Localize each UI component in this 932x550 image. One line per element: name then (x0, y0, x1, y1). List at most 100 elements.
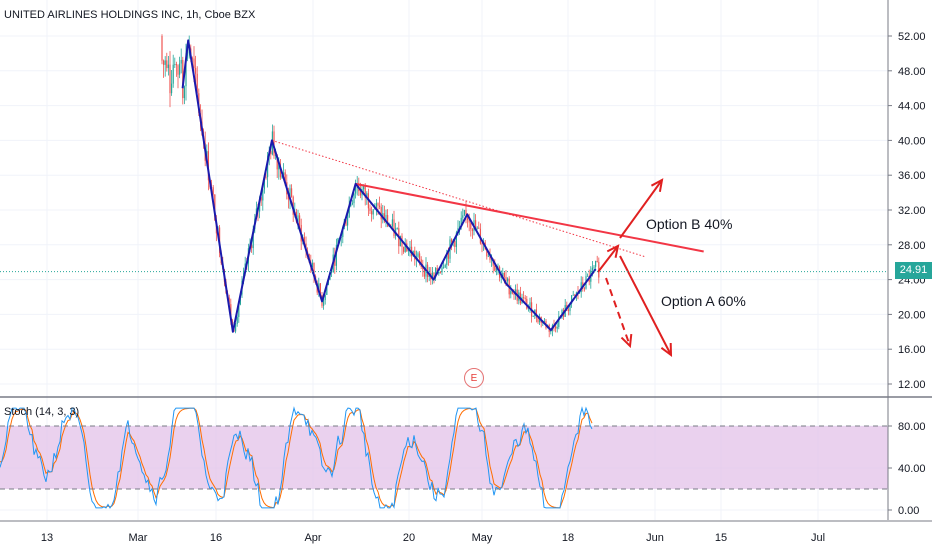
candle-body (377, 203, 379, 206)
x-tick-label: 16 (210, 532, 222, 544)
candle-body (276, 154, 278, 170)
candle-body (238, 304, 240, 317)
candle-body (185, 53, 187, 87)
candle-body (166, 60, 168, 69)
candle-body (212, 187, 214, 195)
candle-body (446, 252, 448, 265)
x-tick-label: Apr (304, 532, 321, 544)
candle-body (383, 213, 385, 222)
arrow-dashed-down-shaft (605, 277, 631, 347)
candle-body (372, 209, 374, 215)
resistance-trend-line (355, 182, 704, 253)
y-tick-label: 16.00 (898, 344, 926, 356)
candle-body (273, 131, 275, 156)
candle-body (593, 266, 595, 268)
candle-body (419, 253, 421, 260)
candle-body (351, 203, 353, 205)
candle-body (379, 205, 381, 207)
stoch-k-line (0, 406, 593, 509)
candle-body (177, 65, 179, 75)
candle-body (574, 294, 576, 296)
y-tick-label: 44.00 (898, 101, 926, 113)
y-tick-label: 28.00 (898, 240, 926, 252)
arrow-to-breakout-head (606, 244, 620, 258)
candle-body (265, 176, 267, 178)
arrow-dashed-down-head (620, 333, 633, 349)
candle-body (281, 175, 283, 178)
candle-body (487, 256, 489, 258)
candle-body (380, 206, 382, 220)
candle-body (353, 193, 355, 204)
candle-body (455, 232, 457, 247)
candle-body (460, 217, 462, 227)
candle-body (387, 215, 389, 227)
candle-body (404, 243, 406, 252)
candle-body (463, 209, 465, 216)
candle-body (441, 267, 443, 273)
x-tick-label: May (472, 532, 493, 544)
candle-body (391, 219, 393, 227)
candle-body (263, 176, 265, 190)
candle-body (471, 229, 473, 232)
candle-body (571, 295, 573, 304)
arrow-option-a-shaft (619, 255, 672, 356)
candle-body (558, 316, 560, 328)
candle-body (167, 64, 169, 69)
candle-body (164, 60, 166, 65)
candle-body (175, 64, 177, 66)
x-tick-label: 15 (715, 532, 727, 544)
candle-body (299, 215, 301, 225)
y-tick-label: 12.00 (898, 379, 926, 391)
candle-body (369, 208, 371, 212)
candle-body (183, 86, 185, 99)
candle-body (396, 228, 398, 229)
x-tick-label: Mar (129, 532, 148, 544)
last-price-tag: 24.91 (895, 262, 932, 279)
x-tick-label: 13 (41, 532, 53, 544)
candle-body (491, 259, 493, 261)
candle-body (572, 294, 574, 296)
candle-body (513, 293, 515, 295)
candle-body (313, 262, 315, 277)
arrow-to-breakout (597, 244, 620, 273)
candle-body (591, 267, 593, 271)
stoch-indicator-label[interactable]: Stoch (14, 3, 3) (4, 406, 80, 418)
y-tick-label: 32.00 (898, 205, 926, 217)
candle-body (348, 205, 350, 218)
candle-body (543, 321, 545, 322)
candle-body (524, 297, 526, 299)
candle-body (439, 272, 441, 273)
candle-body (399, 235, 401, 247)
candle-body (438, 272, 440, 274)
pattern-zigzag-line (181, 39, 597, 333)
candle-body (567, 309, 569, 312)
candle-body (494, 265, 496, 271)
candle-body (270, 151, 272, 155)
candle-body (422, 266, 424, 270)
y-tick-label: 52.00 (898, 31, 926, 43)
candle-body (260, 197, 262, 201)
candle-body (172, 64, 174, 84)
symbol-name: UNITED AIRLINES HOLDINGS INC (4, 9, 181, 21)
stoch-tick-label: 0.00 (898, 505, 919, 517)
candle-body (403, 246, 405, 252)
candle-body (287, 194, 289, 200)
candle-body (337, 237, 339, 245)
candle-body (375, 203, 377, 209)
stoch-d-line (0, 407, 593, 509)
candle-body (284, 172, 286, 183)
earnings-marker[interactable]: E (464, 368, 484, 388)
annotation-option-a: Option A 60% (661, 293, 746, 309)
candle-body (195, 68, 197, 74)
candle-body (262, 189, 264, 201)
candle-body (550, 330, 552, 332)
x-tick-label: Jun (646, 532, 664, 544)
candle-body (475, 220, 477, 229)
candle-body (431, 272, 433, 280)
candle-body (171, 83, 173, 94)
candle-body (364, 185, 366, 198)
exchange-label: Cboe BZX (204, 9, 256, 21)
candle-body (537, 317, 539, 323)
